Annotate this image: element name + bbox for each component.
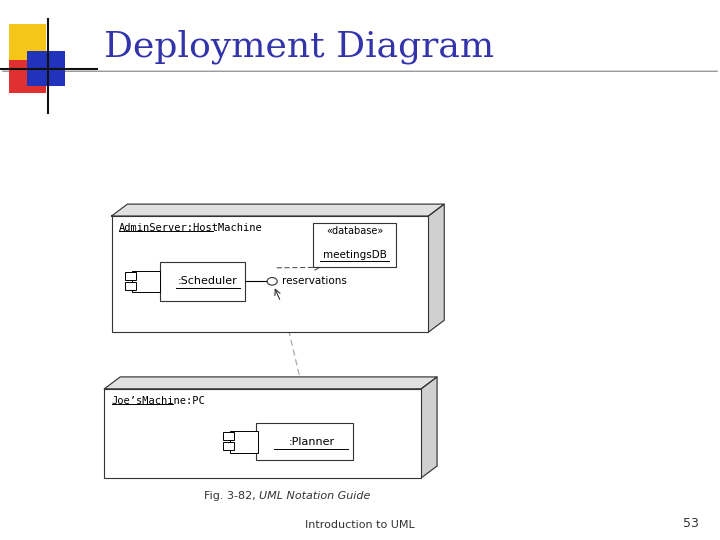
Circle shape: [267, 278, 277, 285]
Bar: [230, 431, 258, 453]
Bar: [256, 423, 353, 460]
Bar: [9, 60, 46, 93]
Text: Joe’sMachine:PC: Joe’sMachine:PC: [112, 396, 205, 406]
Text: 53: 53: [683, 517, 698, 530]
Bar: [125, 282, 136, 289]
Text: reservations: reservations: [282, 276, 346, 286]
Text: :Planner: :Planner: [288, 437, 335, 447]
Polygon shape: [428, 204, 444, 332]
Bar: [132, 271, 160, 292]
Bar: [104, 389, 421, 478]
Polygon shape: [421, 377, 437, 478]
Bar: [27, 51, 65, 86]
Polygon shape: [112, 204, 444, 216]
Text: Deployment Diagram: Deployment Diagram: [104, 30, 495, 64]
Text: Introduction to UML: Introduction to UML: [305, 520, 415, 530]
Bar: [125, 272, 136, 280]
Bar: [9, 24, 46, 60]
Bar: [222, 442, 234, 450]
Text: meetingsDB: meetingsDB: [323, 251, 387, 260]
Text: :Scheduler: :Scheduler: [179, 276, 238, 286]
Text: UML Notation Guide: UML Notation Guide: [259, 491, 371, 501]
Bar: [313, 223, 396, 267]
Bar: [222, 433, 234, 440]
Text: Fig. 3-82,: Fig. 3-82,: [204, 491, 259, 501]
Text: AdminServer:HostMachine: AdminServer:HostMachine: [119, 223, 263, 233]
Polygon shape: [104, 377, 437, 389]
Bar: [160, 262, 245, 301]
Bar: [112, 216, 428, 332]
Text: «database»: «database»: [326, 226, 383, 237]
